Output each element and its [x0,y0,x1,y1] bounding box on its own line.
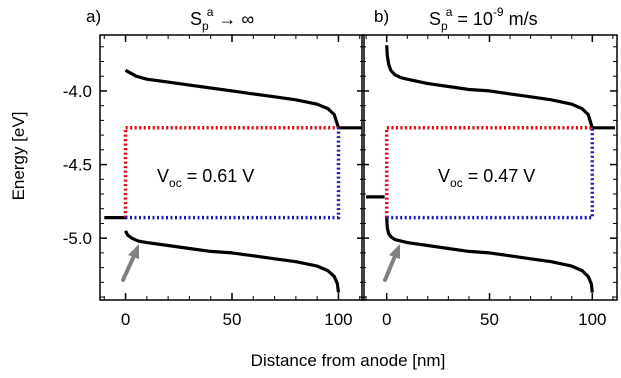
panel-a-arrow [121,244,139,282]
panel-a-letter: a) [86,7,101,26]
panel-b-heading: Spa = 10-9 m/s [429,5,538,33]
panel-b: b) Spa = 10-9 m/s 0 50 100 Voc = 0.47 V [361,5,618,329]
panel-b-heading-sup: a [446,5,453,19]
series-lumo [385,45,594,129]
series-hole-qfl [386,127,595,220]
panel-b-heading-sub: p [441,19,448,33]
panel-b-heading-symbol: S [429,9,441,29]
panel-a-heading-sub: p [202,19,209,33]
panel-a-heading: Spa → ∞ [190,5,254,33]
panel-a: a) Spa → ∞ 0 50 100 -4.0 -4.5 -5.0 Voc = 0.61… [63,5,365,329]
x-tick-label: 50 [480,310,499,329]
y-tick-label: -4.5 [63,156,92,175]
x-axis-title: Distance from anode [nm] [251,351,446,370]
panel-b-arrow [383,244,400,282]
panel-a-voc-label: Voc = 0.61 V [157,166,254,190]
panel-b-letter: b) [374,7,389,26]
x-tick-label: 0 [121,310,130,329]
panel-b-heading-exp: -9 [493,5,504,19]
x-tick-label: 100 [578,310,606,329]
x-tick-label: 0 [382,310,391,329]
panel-b-heading-rest: = 10 [452,9,493,29]
series-homo [124,230,341,293]
x-tick-label: 50 [223,310,242,329]
series-hole-qfl [125,127,341,220]
panel-b-heading-unit: m/s [504,9,538,29]
panel-a-heading-symbol: S [190,9,202,29]
panel-b-voc-label: Voc = 0.47 V [438,166,535,190]
y-tick-label: -4.0 [63,82,92,101]
y-tick-label: -5.0 [63,229,92,248]
series-electron-qfl [384,126,593,218]
panel-b-plot: 0 50 100 [361,34,618,329]
panel-a-heading-rest: → ∞ [213,9,254,29]
x-tick-label: 100 [324,310,352,329]
series-homo [385,217,594,293]
panel-a-plot: 0 50 100 -4.0 -4.5 -5.0 [63,34,365,329]
y-axis-title: Energy [eV] [9,112,28,201]
panel-a-heading-sup: a [207,5,214,19]
series-lumo [124,68,341,129]
